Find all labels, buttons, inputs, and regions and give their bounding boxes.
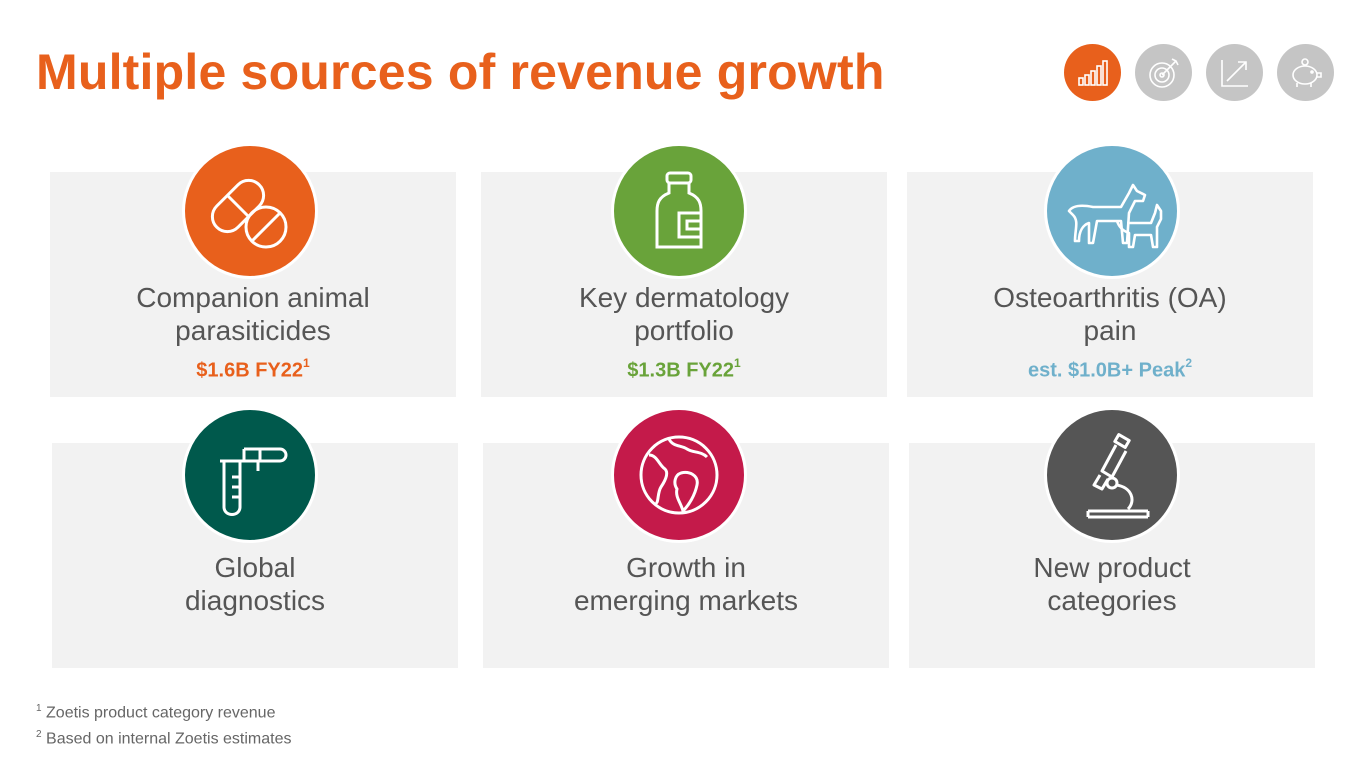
footnote-1: 1 Zoetis product category revenue xyxy=(36,703,276,722)
target-icon[interactable] xyxy=(1135,44,1192,101)
section-nav xyxy=(1064,44,1334,101)
dog-cat-icon xyxy=(1044,143,1180,279)
piggy-bank-icon[interactable] xyxy=(1277,44,1334,101)
card-title-line-1: New product xyxy=(1033,552,1191,583)
card-revenue: $1.6B FY221 xyxy=(196,356,310,382)
globe-icon xyxy=(611,407,747,543)
test-tube-icon xyxy=(182,407,318,543)
footnote-2: 2 Based on internal Zoetis estimates xyxy=(36,729,292,748)
card-revenue: $1.3B FY221 xyxy=(627,356,741,382)
page-title: Multiple sources of revenue growth xyxy=(36,44,885,100)
card-title-line-2: categories xyxy=(1047,585,1177,616)
trend-up-icon[interactable] xyxy=(1206,44,1263,101)
microscope-icon xyxy=(1044,407,1180,543)
bottle-icon xyxy=(611,143,747,279)
pills-icon xyxy=(182,143,318,279)
card-title-line-1: Key dermatology xyxy=(578,282,790,313)
footnotes: 1 Zoetis product category revenue 2 Base… xyxy=(36,698,291,751)
card-title-line-1: Osteoarthritis (OA) xyxy=(993,282,1227,313)
card-title-line-2: portfolio xyxy=(634,315,734,346)
card-title-line-2: diagnostics xyxy=(184,585,326,616)
card-title-line-2: parasiticides xyxy=(175,315,331,346)
card-title-line-1: Companion animal xyxy=(136,282,370,313)
card-revenue: est. $1.0B+ Peak2 xyxy=(1027,356,1193,382)
card-title-line-1: Global xyxy=(214,552,296,583)
bar-chart-icon[interactable] xyxy=(1064,44,1121,101)
card-title-line-2: emerging markets xyxy=(573,585,799,616)
card-title-line-1: Growth in xyxy=(626,552,746,583)
card-title-line-2: pain xyxy=(1083,315,1137,346)
